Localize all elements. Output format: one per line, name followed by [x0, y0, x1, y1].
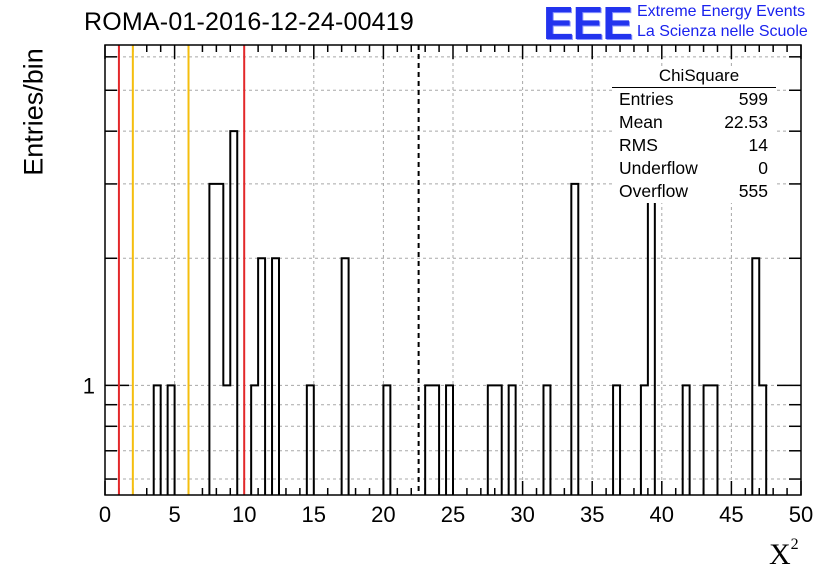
stats-value: 22.53 — [724, 112, 768, 132]
stats-row-rms: RMS 14 — [612, 134, 776, 157]
y-axis-label: Entries/bin — [18, 48, 49, 176]
stats-value: 599 — [738, 89, 768, 109]
stats-box-title: ChiSquare — [612, 66, 776, 88]
stats-row-underflow: Underflow 0 — [612, 157, 776, 180]
stats-value: 14 — [748, 135, 768, 155]
stats-label: Mean — [619, 112, 663, 132]
x-axis-label-superscript: 2 — [790, 536, 799, 553]
brand-line-1: Extreme Energy Events — [637, 3, 806, 20]
stats-label: RMS — [619, 135, 658, 155]
x-tick-label: 20 — [371, 502, 395, 527]
plot-frame — [104, 44, 802, 496]
stats-label: Underflow — [619, 158, 698, 178]
stats-value: 0 — [758, 158, 768, 178]
stats-label: Overflow — [619, 181, 689, 201]
stats-row-mean: Mean 22.53 — [612, 111, 776, 134]
x-tick-label: 0 — [99, 502, 111, 527]
histogram-bars — [152, 130, 768, 495]
x-tick-label: 45 — [719, 502, 743, 527]
x-tick-label: 40 — [650, 502, 674, 527]
x-tick-label: 25 — [441, 502, 465, 527]
x-axis-label: X2 — [769, 536, 799, 572]
x-tick-label: 15 — [302, 502, 326, 527]
eee-logo: EEE — [543, 0, 633, 49]
stats-value: 555 — [738, 181, 768, 201]
stats-row-entries: Entries 599 — [612, 88, 776, 111]
chart-title: ROMA-01-2016-12-24-00419 — [84, 8, 414, 36]
y-tick-label: 1 — [83, 373, 95, 398]
x-axis-label-base: X — [769, 538, 791, 571]
stats-box: ChiSquare Entries 599 Mean 22.53 RMS 14 Und… — [612, 66, 776, 203]
stats-row-overflow: Overflow 555 — [612, 180, 776, 203]
x-tick-label: 50 — [789, 502, 813, 527]
brand-line-2: La Scienza nelle Scuole — [637, 23, 808, 40]
x-tick-label: 5 — [168, 502, 180, 527]
stats-label: Entries — [619, 89, 674, 109]
x-tick-label: 10 — [232, 502, 256, 527]
x-tick-label: 30 — [510, 502, 534, 527]
x-tick-label: 35 — [580, 502, 604, 527]
